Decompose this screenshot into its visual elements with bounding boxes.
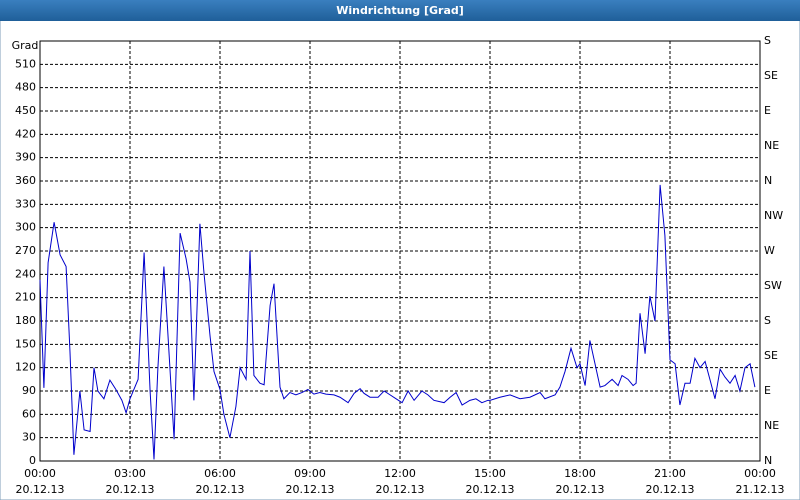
y-tick-label: 150: [15, 337, 36, 350]
x-tick-date: 20.12.13: [646, 483, 695, 496]
y2-tick-label: E: [764, 384, 771, 397]
y2-tick-label: E: [764, 104, 771, 117]
y2-tick-label: NE: [764, 139, 779, 152]
y-tick-label: 270: [15, 244, 36, 257]
y2-tick-label: SE: [764, 349, 778, 362]
x-tick-date: 20.12.13: [466, 483, 515, 496]
y-tick-label: 60: [22, 407, 36, 420]
y-tick-label: 360: [15, 174, 36, 187]
y-tick-label: 300: [15, 221, 36, 234]
y-tick-label: 120: [15, 361, 36, 374]
x-tick-label: 00:00: [24, 467, 56, 480]
x-tick-date: 20.12.13: [556, 483, 605, 496]
title-bar: [0, 0, 800, 21]
y2-tick-label: NW: [764, 209, 783, 222]
y2-tick-label: N: [764, 454, 772, 467]
x-tick-label: 18:00: [564, 467, 596, 480]
y2-tick-label: S: [764, 314, 771, 327]
x-tick-label: 12:00: [384, 467, 416, 480]
y-tick-label: 450: [15, 104, 36, 117]
y2-tick-label: SE: [764, 69, 778, 82]
x-tick-label: 00:00: [744, 467, 776, 480]
y-tick-label: 90: [22, 384, 36, 397]
data-line: [39, 184, 756, 460]
y-axis-label: Grad: [12, 39, 39, 52]
y-tick-label: 480: [15, 81, 36, 94]
y-tick-label: 30: [22, 431, 36, 444]
x-tick-label: 06:00: [204, 467, 236, 480]
y-tick-label: 0: [29, 454, 36, 467]
x-tick-label: 09:00: [294, 467, 326, 480]
chart-title: Windrichtung [Grad]: [336, 4, 464, 17]
y-tick-label: 390: [15, 151, 36, 164]
y2-tick-label: N: [764, 174, 772, 187]
y-tick-label: 180: [15, 314, 36, 327]
x-tick-date: 20.12.13: [16, 483, 65, 496]
x-tick-date: 20.12.13: [286, 483, 335, 496]
x-tick-date: 20.12.13: [196, 483, 245, 496]
y-tick-label: 210: [15, 291, 36, 304]
y-tick-label: 510: [15, 57, 36, 70]
y2-tick-label: NE: [764, 419, 779, 432]
x-tick-date: 20.12.13: [106, 483, 155, 496]
x-tick-label: 03:00: [114, 467, 146, 480]
y2-tick-label: SW: [764, 279, 782, 292]
x-tick-label: 21:00: [654, 467, 686, 480]
x-tick-date: 21.12.13: [736, 483, 785, 496]
x-tick-date: 20.12.13: [376, 483, 425, 496]
y-tick-label: 420: [15, 127, 36, 140]
y-tick-label: 330: [15, 197, 36, 210]
y2-tick-label: S: [764, 34, 771, 47]
x-tick-label: 15:00: [474, 467, 506, 480]
y-tick-label: 240: [15, 267, 36, 280]
y2-tick-label: W: [764, 244, 775, 257]
